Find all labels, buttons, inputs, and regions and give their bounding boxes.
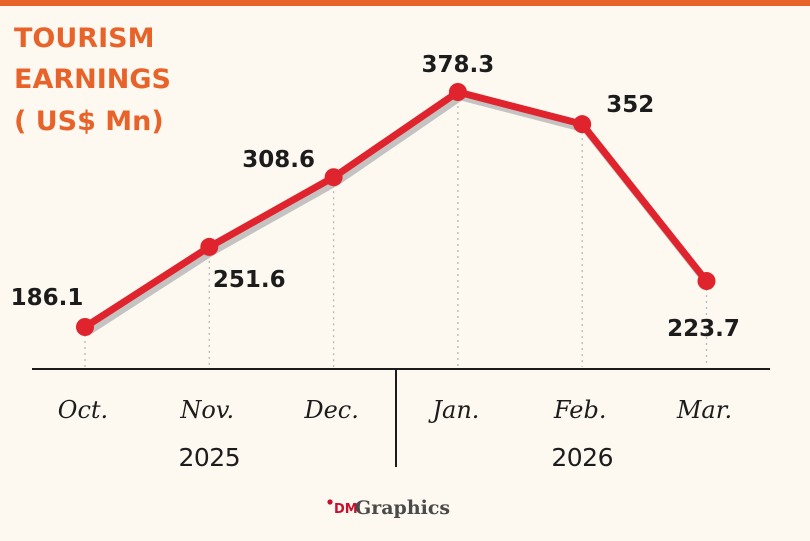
drop-guide-lines <box>84 100 708 367</box>
tick-label-jan: Jan. <box>427 396 479 424</box>
tick-label-dec: Dec. <box>303 396 359 424</box>
credit-dm: DM <box>334 502 358 517</box>
value-label-dec: 308.6 <box>242 147 315 173</box>
tick-label-nov: Nov. <box>179 396 234 424</box>
tick-label-oct: Oct. <box>58 396 108 424</box>
data-points <box>76 83 716 336</box>
value-label-mar: 223.7 <box>667 316 740 342</box>
chart-title: TOURISM EARNINGS ( US$ Mn) <box>14 23 171 137</box>
data-point-mar <box>697 272 716 291</box>
data-point-jan <box>448 83 467 101</box>
dm-graphics-credit: DM Graphics <box>327 497 450 519</box>
top-accent-rule <box>0 0 810 6</box>
year-group-labels: 2025 2026 <box>178 443 613 472</box>
credit-graphics: Graphics <box>355 497 450 519</box>
data-point-oct <box>76 318 94 336</box>
earnings-series-line <box>81 88 710 331</box>
year-label-2026: 2026 <box>551 443 613 472</box>
data-point-dec <box>324 168 343 187</box>
value-label-jan: 378.3 <box>422 52 495 78</box>
value-label-nov: 251.6 <box>213 267 286 293</box>
year-label-2025: 2025 <box>178 443 240 472</box>
value-label-oct: 186.1 <box>11 285 84 311</box>
chart-title-line-1: TOURISM <box>14 23 154 54</box>
tick-label-mar: Mar. <box>676 396 732 424</box>
x-axis-tick-labels: Oct. Nov. Dec. Jan. Feb. Mar. <box>58 396 732 424</box>
credit-dot-icon <box>327 499 333 505</box>
chart-title-line-2: EARNINGS <box>14 64 171 95</box>
chart-title-line-3: ( US$ Mn) <box>14 106 164 137</box>
data-labels: 186.1 251.6 308.6 378.3 352 223.7 <box>11 52 740 342</box>
data-point-feb <box>573 115 592 134</box>
data-point-nov <box>200 237 219 256</box>
value-label-feb: 352 <box>606 92 654 118</box>
tick-label-feb: Feb. <box>553 396 607 424</box>
series-line <box>81 88 710 331</box>
